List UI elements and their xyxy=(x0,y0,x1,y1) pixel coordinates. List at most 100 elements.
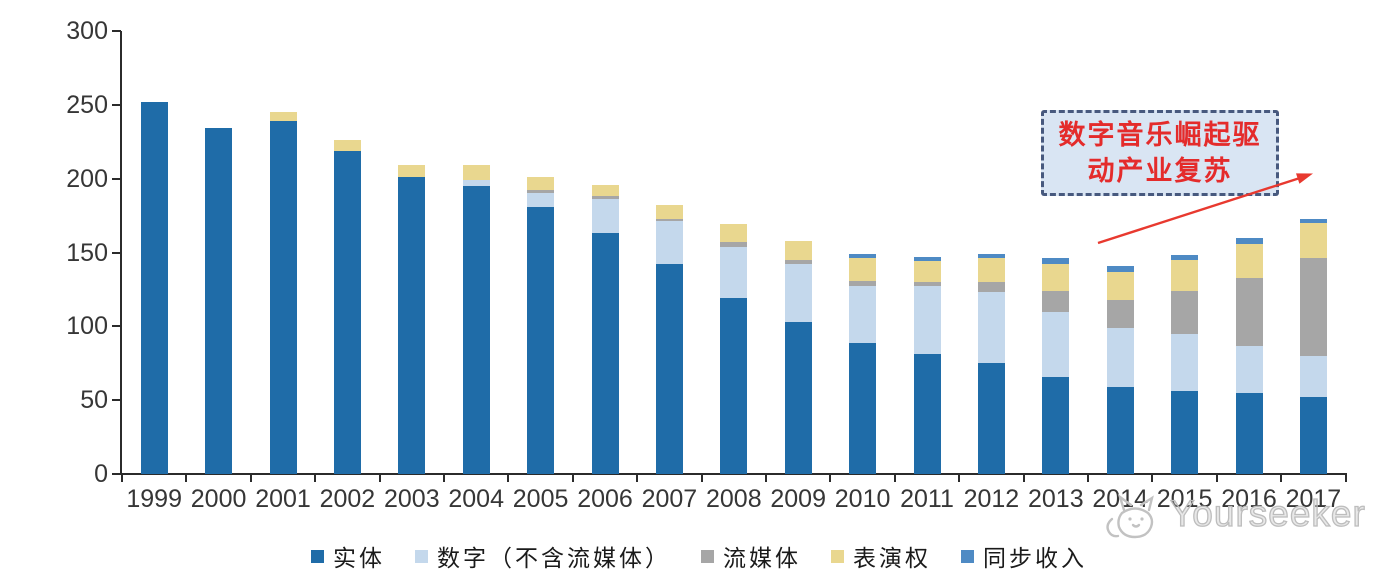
bar-segment-流媒体 xyxy=(1235,277,1263,346)
x-tick xyxy=(314,474,317,482)
bar-segment-流媒体 xyxy=(655,218,683,222)
bar-segment-流媒体 xyxy=(527,190,555,194)
bar-segment-实体 xyxy=(205,128,233,474)
bar-segment-流媒体 xyxy=(784,259,812,265)
x-tick xyxy=(1344,474,1347,482)
bar-segment-实体 xyxy=(1235,392,1263,474)
y-tick-label: 50 xyxy=(80,386,108,415)
bar-segment-数字（不含流媒体） xyxy=(1106,327,1134,387)
bar-segment-表演权 xyxy=(269,112,297,122)
bar-segment-数字（不含流媒体） xyxy=(977,292,1005,364)
bar-segment-实体 xyxy=(591,233,619,474)
bar-segment-流媒体 xyxy=(1042,290,1070,312)
x-tick-label: 2004 xyxy=(448,485,504,513)
x-tick-label: 2016 xyxy=(1221,485,1277,513)
x-tick-label: 2005 xyxy=(512,485,569,513)
watermark-text: Yourseeker xyxy=(1169,492,1366,534)
bar-segment-表演权 xyxy=(655,205,683,219)
legend-swatch-icon xyxy=(701,549,714,563)
bar-segment-流媒体 xyxy=(1299,258,1327,356)
bar-segment-实体 xyxy=(269,121,297,474)
x-tick xyxy=(121,474,123,482)
x-tick-label: 2007 xyxy=(641,485,698,513)
x-tick-label: 2009 xyxy=(770,485,826,513)
x-tick-label: 2006 xyxy=(577,485,633,513)
y-tick xyxy=(112,177,121,180)
x-tick xyxy=(249,474,252,482)
x-tick xyxy=(443,474,445,482)
bar-segment-同步收入 xyxy=(1171,255,1199,260)
x-tick xyxy=(1087,474,1089,482)
legend-label: 表演权 xyxy=(853,546,931,571)
bar-segment-实体 xyxy=(333,150,361,474)
bar-segment-实体 xyxy=(462,186,490,474)
legend-swatch-icon xyxy=(311,549,324,563)
bar-segment-实体 xyxy=(1299,397,1327,474)
y-tick-label: 0 xyxy=(94,460,108,488)
x-tick-label: 1999 xyxy=(126,485,182,513)
legend-label: 流媒体 xyxy=(723,546,801,571)
bar-segment-表演权 xyxy=(527,177,555,191)
y-tick xyxy=(112,103,121,106)
bar-segment-实体 xyxy=(784,321,812,474)
bar-segment-同步收入 xyxy=(1235,237,1263,244)
x-tick-label: 2002 xyxy=(319,485,376,513)
bar-segment-数字（不含流媒体） xyxy=(591,199,619,234)
bar-segment-表演权 xyxy=(1171,259,1199,291)
bar-segment-表演权 xyxy=(333,140,361,151)
bar-segment-数字（不含流媒体） xyxy=(1235,345,1263,393)
x-tick xyxy=(507,474,510,482)
bar-segment-流媒体 xyxy=(591,196,619,200)
bar-segment-数字（不含流媒体） xyxy=(527,193,555,207)
y-tick xyxy=(112,399,121,402)
x-tick-label: 2010 xyxy=(834,485,891,513)
legend-label: 数字（不含流媒体） xyxy=(437,546,671,571)
x-tick xyxy=(378,474,381,482)
bar-segment-表演权 xyxy=(462,165,490,181)
annotation-text-line1: 数字音乐崛起驱 xyxy=(1058,120,1262,150)
x-tick xyxy=(700,474,703,482)
bar-segment-表演权 xyxy=(1299,222,1327,259)
x-tick-label: 2013 xyxy=(1027,485,1084,513)
x-tick xyxy=(958,474,961,482)
bar-segment-实体 xyxy=(1106,386,1134,474)
bar-segment-表演权 xyxy=(720,224,748,243)
bar-segment-表演权 xyxy=(1235,243,1263,278)
y-tick xyxy=(112,251,121,254)
bar-segment-流媒体 xyxy=(849,280,877,287)
x-tick xyxy=(571,474,574,482)
bar-segment-实体 xyxy=(913,354,941,474)
legend-item: 同步收入 xyxy=(961,539,1087,573)
x-axis-line xyxy=(120,473,1347,475)
watermark: Yourseeker xyxy=(1100,489,1366,547)
bar-segment-实体 xyxy=(720,298,748,474)
x-tick-label: 2000 xyxy=(190,485,247,513)
bar-segment-数字（不含流媒体） xyxy=(720,246,748,299)
bar-segment-表演权 xyxy=(591,184,619,197)
bar-segment-同步收入 xyxy=(1042,258,1070,265)
x-tick-label: 2017 xyxy=(1285,485,1342,513)
bar-segment-流媒体 xyxy=(1171,290,1199,334)
x-tick-label: 2015 xyxy=(1156,485,1213,513)
bar-segment-流媒体 xyxy=(720,242,748,247)
x-tick-label: 2011 xyxy=(900,485,954,513)
x-tick xyxy=(1280,474,1283,482)
x-tick xyxy=(1215,474,1218,482)
bar-segment-流媒体 xyxy=(977,282,1005,293)
chart-legend: 实体 数字（不含流媒体） 流媒体 表演权 同步收入 xyxy=(0,539,1398,573)
bar-segment-实体 xyxy=(1171,391,1199,474)
legend-label: 同步收入 xyxy=(983,546,1087,571)
legend-label: 实体 xyxy=(333,546,385,571)
bar-segment-数字（不含流媒体） xyxy=(462,180,490,187)
x-tick xyxy=(829,474,832,482)
legend-swatch-icon xyxy=(415,549,428,563)
y-tick-label: 100 xyxy=(66,312,108,341)
bar-segment-实体 xyxy=(1042,376,1070,474)
watermark-logo-icon xyxy=(1106,493,1154,539)
bar-segment-表演权 xyxy=(977,258,1005,283)
bar-segment-实体 xyxy=(655,264,683,474)
bar-segment-数字（不含流媒体） xyxy=(784,264,812,322)
bar-segment-实体 xyxy=(398,177,426,474)
bar-segment-流媒体 xyxy=(1106,299,1134,328)
